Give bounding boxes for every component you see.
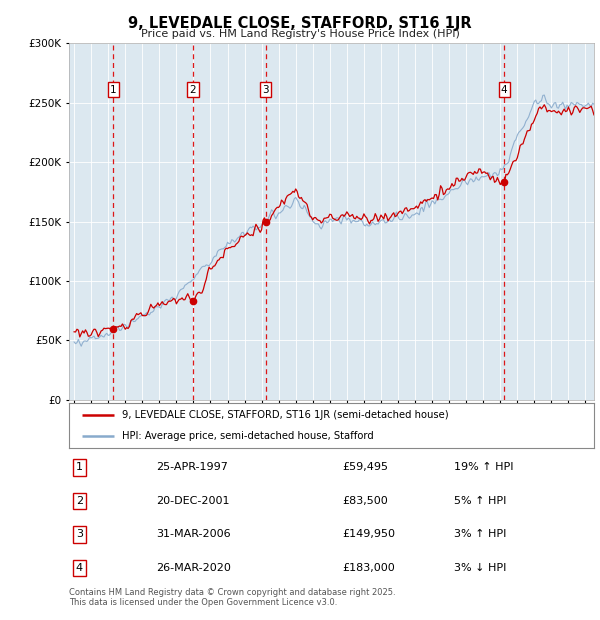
Text: 4: 4 [501,85,508,95]
Text: 1: 1 [76,463,83,472]
Text: 4: 4 [76,563,83,573]
Text: 31-MAR-2006: 31-MAR-2006 [156,529,231,539]
Text: 9, LEVEDALE CLOSE, STAFFORD, ST16 1JR (semi-detached house): 9, LEVEDALE CLOSE, STAFFORD, ST16 1JR (s… [121,410,448,420]
Text: £183,000: £183,000 [342,563,395,573]
Text: 19% ↑ HPI: 19% ↑ HPI [454,463,513,472]
Text: 3: 3 [76,529,83,539]
Text: Contains HM Land Registry data © Crown copyright and database right 2025.
This d: Contains HM Land Registry data © Crown c… [69,588,395,607]
Text: 1: 1 [110,85,117,95]
Text: 2: 2 [190,85,196,95]
Text: 3: 3 [263,85,269,95]
Text: 25-APR-1997: 25-APR-1997 [156,463,228,472]
Text: 26-MAR-2020: 26-MAR-2020 [156,563,231,573]
Text: Price paid vs. HM Land Registry's House Price Index (HPI): Price paid vs. HM Land Registry's House … [140,29,460,39]
Text: 20-DEC-2001: 20-DEC-2001 [156,496,230,506]
Text: 2: 2 [76,496,83,506]
Text: 9, LEVEDALE CLOSE, STAFFORD, ST16 1JR: 9, LEVEDALE CLOSE, STAFFORD, ST16 1JR [128,16,472,31]
Text: 5% ↑ HPI: 5% ↑ HPI [454,496,506,506]
Text: 3% ↓ HPI: 3% ↓ HPI [454,563,506,573]
Text: 3% ↑ HPI: 3% ↑ HPI [454,529,506,539]
Text: HPI: Average price, semi-detached house, Stafford: HPI: Average price, semi-detached house,… [121,430,373,441]
Text: £59,495: £59,495 [342,463,388,472]
Text: £83,500: £83,500 [342,496,388,506]
Text: £149,950: £149,950 [342,529,395,539]
